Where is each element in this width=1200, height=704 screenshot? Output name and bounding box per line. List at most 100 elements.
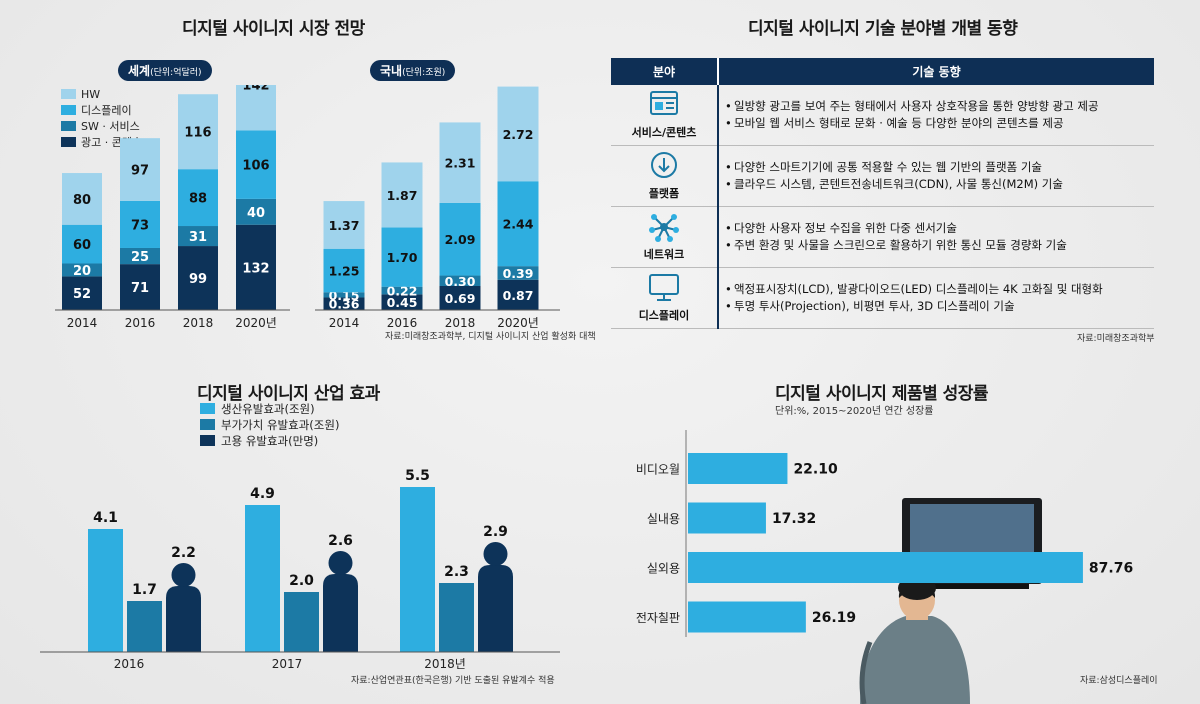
category-label: 실외용 bbox=[647, 562, 680, 576]
bar-segment bbox=[120, 200, 160, 248]
bar-value-label: 0.87 bbox=[503, 288, 534, 303]
growth-title: 디지털 사이니지 제품별 성장률 bbox=[775, 384, 989, 404]
field-cell: 네트워크 bbox=[611, 206, 719, 268]
bar-value-label: 26.19 bbox=[812, 610, 856, 626]
col-trend-header: 기술 동향 bbox=[718, 58, 1154, 85]
bar-value-label: 80 bbox=[73, 193, 91, 208]
bar-value-label: 4.1 bbox=[93, 510, 118, 526]
bar-segment bbox=[497, 181, 539, 267]
legend-label: SW · 서비스 bbox=[81, 120, 140, 133]
growth-source: 자료:삼성디스플레이 bbox=[1080, 676, 1158, 686]
trend-item: 액정표시장치(LCD), 발광다이오드(LED) 디스플레이는 4K 고화질 및… bbox=[725, 281, 1153, 298]
bar-segment bbox=[439, 285, 481, 310]
korea-ticks: 2014 2016 2018 2020년 bbox=[329, 316, 539, 330]
x-tick-label: 2016 bbox=[387, 316, 418, 330]
trend-item: 다양한 사용자 정보 수집을 위한 다중 센서기술 bbox=[725, 220, 1153, 237]
x-tick-label: 2018 bbox=[445, 316, 476, 330]
industry-chart: 생산유발효과(조원) 부가가치 유발효과(조원) 고용 유발효과(만명) 4.1 1.… bbox=[40, 402, 560, 671]
legend-label: 디스플레이 bbox=[81, 104, 132, 117]
network-icon bbox=[649, 214, 679, 242]
bar-segment bbox=[381, 227, 423, 287]
legend-swatch bbox=[61, 105, 76, 115]
person-head-marker bbox=[171, 563, 196, 587]
bar-value-label: 142 bbox=[242, 85, 269, 94]
trend-cell: 액정표시장치(LCD), 발광다이오드(LED) 디스플레이는 4K 고화질 및… bbox=[718, 267, 1154, 329]
bar-segment bbox=[178, 246, 218, 310]
legend-label: 부가가치 유발효과(조원) bbox=[221, 418, 339, 432]
bar-segment bbox=[323, 297, 365, 310]
person-head-marker bbox=[328, 551, 353, 575]
bar-value-label: 25 bbox=[131, 250, 149, 265]
bar-segment bbox=[62, 276, 102, 310]
bar-value-label: 40 bbox=[247, 206, 265, 221]
industry-title: 디지털 사이니지 산업 효과 bbox=[197, 384, 380, 404]
industry-source: 자료:산업연관표(한국은행) 기반 도출된 유발계수 적용 bbox=[351, 676, 555, 686]
legend-swatch bbox=[200, 435, 215, 446]
bar-segment bbox=[497, 86, 539, 182]
bar-value-label: 0.69 bbox=[445, 291, 476, 306]
industry-legend: 생산유발효과(조원) 부가가치 유발효과(조원) 고용 유발효과(만명) bbox=[200, 402, 339, 448]
growth-bar bbox=[688, 552, 1083, 583]
bar-segment bbox=[323, 201, 365, 249]
bar-value-label: 1.87 bbox=[387, 188, 418, 203]
field-label: 네트워크 bbox=[643, 248, 685, 261]
monitor-icon bbox=[649, 274, 679, 301]
web-content-icon bbox=[650, 91, 678, 115]
bar-value-label: 60 bbox=[73, 238, 91, 253]
bar-segment bbox=[120, 264, 160, 310]
bar-value-label: 0.30 bbox=[445, 274, 476, 289]
bar-segment bbox=[120, 138, 160, 201]
legend-swatch bbox=[61, 121, 76, 131]
bar-value-label: 2.31 bbox=[445, 156, 476, 171]
bar-segment bbox=[439, 202, 481, 276]
industry-bars: 4.1 1.7 2.2 4.9 2.0 2.6 5.5 2.3 2.9 bbox=[88, 468, 513, 652]
tech-row: 디스플레이 액정표시장치(LCD), 발광다이오드(LED) 디스플레이는 4K… bbox=[611, 267, 1154, 329]
bar-value-label: 88 bbox=[189, 192, 207, 207]
bar-segment bbox=[178, 169, 218, 227]
bar-value-label: 0.45 bbox=[387, 295, 418, 310]
bar-segment bbox=[178, 226, 218, 247]
bar-value-label: 52 bbox=[73, 287, 91, 302]
korea-bars: 0.360.151.251.370.450.221.701.870.690.30… bbox=[323, 86, 539, 312]
bar-value-label: 0.39 bbox=[503, 266, 534, 281]
bar-value-label: 2.2 bbox=[171, 545, 196, 561]
x-tick-label: 2020년 bbox=[497, 316, 539, 330]
growth-chart: 비디오월 22.10 실내용 17.32 실외용 87.76 전자칠판 26.19 bbox=[636, 430, 1133, 637]
industry-ticks: 2016 2017 2018년 bbox=[114, 657, 466, 671]
bar bbox=[245, 505, 280, 652]
bar bbox=[439, 583, 474, 652]
bar-value-label: 97 bbox=[131, 163, 149, 178]
field-cell: 플랫폼 bbox=[611, 145, 719, 207]
bar-value-label: 2.6 bbox=[328, 533, 353, 549]
x-tick-label: 2018년 bbox=[424, 657, 466, 671]
legend-label: 생산유발효과(조원) bbox=[221, 402, 315, 416]
trend-item: 투명 투사(Projection), 비평면 투사, 3D 디스플레이 기술 bbox=[725, 298, 1153, 315]
field-label: 디스플레이 bbox=[638, 309, 690, 322]
field-cell: 서비스/콘텐츠 bbox=[611, 85, 719, 146]
bar bbox=[127, 601, 162, 652]
x-tick-label: 2017 bbox=[272, 657, 303, 671]
world-pill: 세계(단위:억달러) bbox=[118, 60, 212, 81]
bar-value-label: 2.3 bbox=[444, 564, 469, 580]
bar-value-label: 0.22 bbox=[387, 284, 418, 299]
bar-value-label: 4.9 bbox=[250, 486, 275, 502]
trend-item: 다양한 스마트기기에 공통 적용할 수 있는 웹 기반의 플랫폼 기술 bbox=[725, 159, 1153, 176]
legend-swatch bbox=[61, 137, 76, 147]
bar-value-label: 2.44 bbox=[503, 217, 534, 232]
world-ticks: 2014 2016 2018 2020년 bbox=[67, 316, 277, 330]
x-tick-label: 2018 bbox=[183, 316, 214, 330]
bar-segment bbox=[381, 286, 423, 295]
bar-segment bbox=[323, 248, 365, 293]
bar-value-label: 87.76 bbox=[1089, 561, 1133, 577]
legend-label: HW bbox=[81, 88, 100, 101]
bar-segment bbox=[178, 94, 218, 170]
bar-segment bbox=[236, 85, 276, 131]
x-tick-label: 2020년 bbox=[235, 316, 277, 330]
legend-swatch bbox=[61, 89, 76, 99]
bar-value-label: 31 bbox=[189, 230, 207, 245]
bar-segment bbox=[323, 292, 365, 298]
legend-label: 고용 유발효과(만명) bbox=[221, 434, 318, 448]
bar-value-label: 73 bbox=[131, 218, 149, 233]
market-title: 디지털 사이니지 시장 전망 bbox=[182, 19, 365, 39]
